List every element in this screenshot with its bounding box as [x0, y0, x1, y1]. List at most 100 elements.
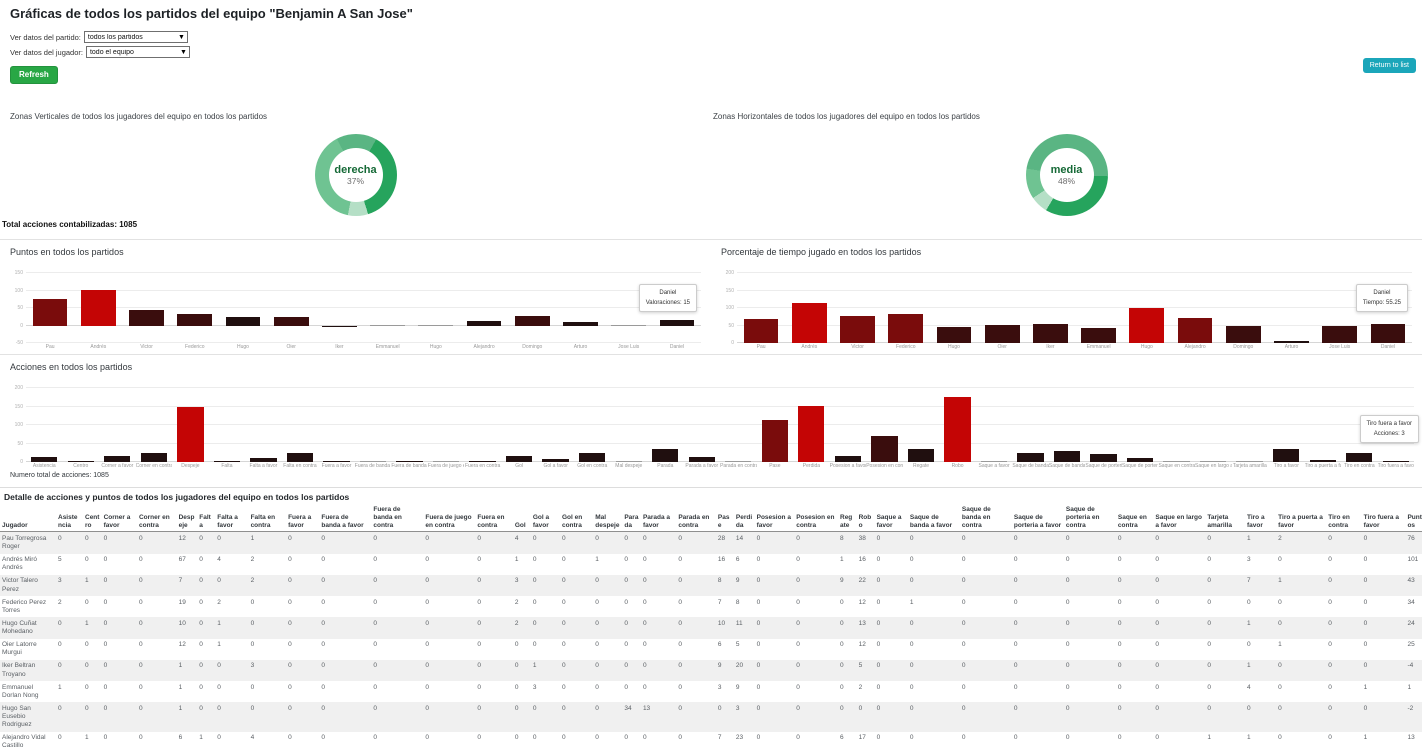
- bar-victor[interactable]: [129, 310, 164, 326]
- bar-andrés[interactable]: [80, 290, 116, 326]
- x-axis-label: Posesion a favor: [829, 463, 867, 469]
- stat-cell: 0: [756, 577, 761, 585]
- bar-parada-a-favor[interactable]: [688, 457, 715, 462]
- stat-cell: 0: [595, 577, 599, 585]
- bar-iker[interactable]: [322, 325, 357, 327]
- bar-gol-en-contra[interactable]: [579, 452, 606, 462]
- bar-tiro-a-favor[interactable]: [1273, 449, 1300, 462]
- bar-tiro-en-contra[interactable]: [1346, 452, 1373, 462]
- bar-mal-despeje[interactable]: [615, 461, 642, 462]
- bar-hugo[interactable]: [418, 325, 454, 327]
- partido-select[interactable]: todos los partidos ▼: [83, 31, 188, 43]
- stat-cell: 0: [514, 683, 519, 691]
- bar-pau[interactable]: [32, 298, 68, 326]
- stat-cell: 34: [1407, 598, 1415, 606]
- stat-cell: 0: [1363, 641, 1368, 649]
- stat-cell: 0: [961, 556, 966, 564]
- return-to-list-button[interactable]: Return to list: [1362, 58, 1416, 73]
- bar-perdida[interactable]: [798, 406, 825, 462]
- bar-arturo[interactable]: [563, 322, 598, 326]
- tiempo-bar-chart[interactable]: 0 50 100 150 200: [726, 270, 1412, 346]
- bar-arturo[interactable]: [1274, 340, 1309, 343]
- bar-posesion-en-contra[interactable]: [871, 436, 898, 462]
- bar-gol[interactable]: [505, 455, 533, 462]
- bar-falta-en-contra[interactable]: [286, 453, 314, 462]
- bar-saque-de-porteria-a-favor[interactable]: [1090, 453, 1117, 462]
- bar-hugo[interactable]: [936, 326, 972, 343]
- bar-federico[interactable]: [177, 313, 213, 326]
- bar-iker[interactable]: [1033, 323, 1068, 343]
- bar-pau[interactable]: [743, 318, 779, 343]
- bar-robo[interactable]: [944, 396, 971, 462]
- acciones-chart-panel: Acciones en todos los partidos 0 50 100 150…: [0, 354, 1422, 479]
- bar-saque-de-porteria-en-contra[interactable]: [1126, 457, 1154, 462]
- acciones-bar-chart[interactable]: 0 50 100 150 200: [15, 385, 1414, 465]
- bar-andrés[interactable]: [791, 302, 827, 343]
- stat-cell: 20: [735, 662, 744, 670]
- bar-victor[interactable]: [840, 315, 875, 343]
- bar-oier[interactable]: [984, 325, 1020, 343]
- stat-cell: 0: [1363, 598, 1368, 606]
- stat-cell: 0: [199, 704, 203, 712]
- bar-domingo[interactable]: [514, 315, 550, 326]
- bar-asistencia[interactable]: [31, 456, 58, 462]
- bar-hugo[interactable]: [225, 317, 261, 326]
- bar-federico[interactable]: [888, 314, 924, 343]
- bar-fuera-de-banda-en-contra[interactable]: [396, 460, 423, 462]
- bar-gol-a-favor[interactable]: [542, 459, 569, 462]
- bar-regate[interactable]: [907, 449, 935, 462]
- refresh-button[interactable]: Refresh: [10, 66, 58, 84]
- bar-tarjeta-amarilla[interactable]: [1236, 461, 1263, 462]
- bar-saque-de-banda-en-contra[interactable]: [1053, 450, 1081, 462]
- bar-saque-en-largo-a-favor[interactable]: [1199, 461, 1227, 462]
- bar-fuera-a-favor[interactable]: [323, 460, 350, 462]
- column-header-corner-en-contra: Corner en contra: [136, 505, 177, 533]
- stat-cell: 0: [678, 534, 682, 542]
- stat-cell: 0: [1065, 641, 1070, 649]
- bar-alejandro[interactable]: [1177, 317, 1213, 343]
- bar-hugo[interactable]: [1129, 308, 1165, 343]
- bar-despeje[interactable]: [177, 406, 204, 462]
- jugador-select[interactable]: todo el equipo ▼: [85, 46, 190, 58]
- bar-falta[interactable]: [213, 460, 241, 462]
- bar-daniel[interactable]: [1370, 323, 1406, 343]
- bar-corner-a-favor[interactable]: [104, 456, 131, 462]
- stat-cell: 0: [1246, 704, 1251, 712]
- bar-jose-luis[interactable]: [1322, 325, 1358, 343]
- bar-pase[interactable]: [761, 419, 788, 462]
- bar-domingo[interactable]: [1225, 326, 1261, 343]
- bar-alejandro[interactable]: [466, 320, 502, 326]
- bar-falta-a-favor[interactable]: [250, 457, 277, 462]
- bar-tiro-fuera-a-favor[interactable]: [1382, 460, 1409, 462]
- bar-centro[interactable]: [67, 460, 94, 462]
- bar-parada-en-contra[interactable]: [725, 461, 752, 462]
- bar-jose-luis[interactable]: [611, 324, 647, 326]
- zonas-horizontales-donut-chart[interactable]: media 48%: [1025, 134, 1108, 216]
- x-axis-label: Saque de banda a favor: [1012, 463, 1049, 469]
- bar-posesion-a-favor[interactable]: [834, 456, 861, 462]
- bar-fuera-de-juego-en-contra[interactable]: [432, 461, 460, 462]
- stat-cell: 0: [373, 683, 377, 691]
- zonas-horizontales-title: Zonas Horizontales de todos los jugadore…: [713, 112, 980, 121]
- bar-fuera-de-banda-a-favor[interactable]: [359, 461, 387, 462]
- bar-parada[interactable]: [652, 449, 679, 462]
- bar-emmanuel[interactable]: [370, 324, 405, 326]
- bar-saque-de-banda-a-favor[interactable]: [1017, 452, 1044, 462]
- bar-oier[interactable]: [273, 316, 309, 326]
- bar-daniel[interactable]: [659, 320, 695, 326]
- bar-fuera-en-contra[interactable]: [469, 460, 496, 462]
- stat-cell: 0: [876, 619, 881, 627]
- stat-cell: 1: [1246, 534, 1251, 542]
- bar-tiro-a-puerta-a-favor[interactable]: [1309, 459, 1336, 462]
- bar-corner-en-contra[interactable]: [140, 452, 167, 462]
- puntos-bar-chart[interactable]: -50 0 50 100 150: [15, 270, 701, 346]
- bar-saque-en-contra[interactable]: [1163, 461, 1190, 462]
- stat-cell: 0: [796, 662, 800, 670]
- stat-cell: 0: [321, 598, 325, 606]
- bar-emmanuel[interactable]: [1081, 327, 1116, 343]
- tooltip-line: Daniel: [659, 290, 677, 296]
- chart-tooltip: Daniel Valoraciones: 15: [638, 284, 697, 313]
- stat-cell: 0: [85, 704, 89, 712]
- bar-saque-a-favor[interactable]: [980, 461, 1008, 462]
- zonas-verticales-donut-chart[interactable]: derecha 37%: [314, 134, 397, 216]
